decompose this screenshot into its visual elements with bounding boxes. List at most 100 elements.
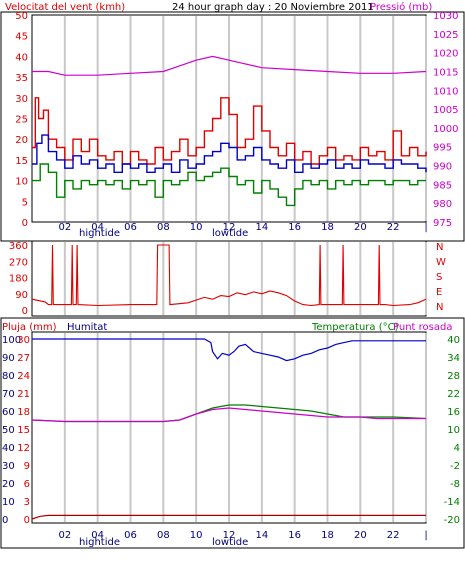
y-tick-label: 90 bbox=[15, 290, 28, 301]
y-tick-label: 0 bbox=[22, 306, 28, 317]
y2-tick-label: 40 bbox=[447, 335, 460, 346]
y-tick-label: 25 bbox=[15, 115, 28, 126]
y-tick-label: 360 bbox=[9, 241, 28, 252]
y-tick-label: 30 bbox=[2, 461, 15, 472]
series-line bbox=[32, 163, 426, 207]
x-tick-label: 04 bbox=[91, 530, 104, 541]
wind-x-ticks: 02 04 06 08 10 12 14 16 18 20 22 | bbox=[58, 222, 427, 233]
y2-tick-label: -2 bbox=[450, 461, 460, 472]
weather-panel-border bbox=[0, 317, 465, 549]
x-tick-label: 02 bbox=[58, 530, 71, 541]
y-tick-label: 5 bbox=[22, 197, 28, 208]
x-tick-label: 08 bbox=[157, 222, 170, 233]
series-line bbox=[32, 134, 427, 173]
y2-tick-label: 1000 bbox=[433, 124, 458, 135]
weather-y-ticks: 0 10 20 30 40 50 60 70 80 90 100 0 3 6 9 12 15 18 21 24 27 30 bbox=[2, 335, 30, 526]
y2-tick-label: 1020 bbox=[433, 49, 458, 60]
y2-tick-label: 980 bbox=[433, 199, 452, 210]
weather-x-ticks: 02 04 06 08 10 12 14 16 18 20 22 | bbox=[58, 530, 427, 541]
rain-tick-label: 15 bbox=[17, 425, 30, 436]
x-tick-label: | bbox=[424, 222, 427, 233]
dew-point-title: Punt rosada bbox=[393, 322, 452, 333]
y2-tick-label: 22 bbox=[447, 389, 460, 400]
rain-tick-label: 0 bbox=[24, 515, 30, 526]
weather-series bbox=[31, 338, 427, 520]
compass-label: N bbox=[436, 302, 443, 313]
y-tick-label: 45 bbox=[15, 32, 28, 43]
pressure-title: Pressió (mb) bbox=[370, 1, 432, 13]
y-tick-label: 30 bbox=[15, 94, 28, 105]
rain-tick-label: 12 bbox=[17, 443, 30, 454]
rain-tick-label: 30 bbox=[17, 335, 30, 346]
x-tick-label: 16 bbox=[288, 222, 301, 233]
y-tick-label: 90 bbox=[2, 353, 15, 364]
pressure-y-ticks: 975 980 985 990 995 1000 1005 1010 1015 1020 1025 1… bbox=[433, 11, 458, 229]
x-tick-label: 22 bbox=[387, 530, 400, 541]
y-tick-label: 20 bbox=[2, 479, 15, 490]
x-tick-label: 10 bbox=[190, 530, 203, 541]
y-tick-label: 80 bbox=[2, 371, 15, 382]
rain-title: Pluja (mm) bbox=[2, 322, 57, 333]
rain-tick-label: 9 bbox=[24, 461, 30, 472]
compass-label: W bbox=[436, 257, 446, 268]
humidity-title: Humitat bbox=[67, 322, 107, 333]
x-tick-label: 18 bbox=[321, 530, 334, 541]
y-tick-label: 60 bbox=[2, 407, 15, 418]
hightide-label-2: hightide bbox=[79, 537, 120, 548]
x-tick-label: 18 bbox=[321, 222, 334, 233]
y2-tick-label: -20 bbox=[444, 515, 460, 526]
y2-tick-label: -8 bbox=[450, 479, 460, 490]
temperature-y-ticks: -20 -14 -8 -2 4 10 16 22 28 34 40 bbox=[444, 335, 460, 526]
x-tick-label: 08 bbox=[157, 530, 170, 541]
y2-tick-label: 1005 bbox=[433, 105, 458, 116]
y2-tick-label: 985 bbox=[433, 180, 452, 191]
compass-label: S bbox=[436, 272, 442, 283]
wind-title: Velocitat del vent (kmh) bbox=[5, 2, 125, 13]
y-tick-label: 10 bbox=[2, 497, 15, 508]
y2-tick-label: 4 bbox=[454, 443, 460, 454]
y-tick-label: 70 bbox=[2, 389, 15, 400]
x-tick-label: 22 bbox=[387, 222, 400, 233]
series-line bbox=[31, 244, 427, 307]
x-tick-label: 06 bbox=[124, 530, 137, 541]
y2-tick-label: 995 bbox=[433, 143, 452, 154]
y-tick-label: 0 bbox=[2, 515, 8, 526]
x-tick-label: 02 bbox=[58, 222, 71, 233]
direction-series bbox=[31, 244, 427, 307]
direction-y-ticks: 0 90 180 270 360 bbox=[9, 241, 28, 317]
series-line bbox=[31, 514, 426, 520]
wind-y-ticks: 0 5 10 15 20 25 30 35 40 45 50 bbox=[15, 11, 28, 229]
y2-tick-label: 1015 bbox=[433, 67, 458, 78]
compass-label: N bbox=[436, 242, 443, 253]
rain-tick-label: 3 bbox=[24, 497, 30, 508]
y2-tick-label: 10 bbox=[447, 425, 460, 436]
x-tick-label: 14 bbox=[255, 530, 268, 541]
y-tick-label: 40 bbox=[2, 443, 15, 454]
y2-tick-label: 1030 bbox=[433, 11, 458, 22]
series-line bbox=[32, 97, 427, 165]
y2-tick-label: 1010 bbox=[433, 86, 458, 97]
y-tick-label: 35 bbox=[15, 73, 28, 84]
compass-label: E bbox=[436, 287, 442, 298]
x-tick-label: 12 bbox=[223, 222, 236, 233]
hightide-label-1: hightide bbox=[79, 228, 120, 239]
y-tick-label: 100 bbox=[2, 335, 21, 346]
y-tick-label: 40 bbox=[15, 52, 28, 63]
rain-tick-label: 21 bbox=[17, 389, 30, 400]
rain-tick-label: 27 bbox=[17, 353, 30, 364]
series-line bbox=[31, 407, 426, 423]
lowtide-label-1: lowtide bbox=[212, 228, 248, 239]
y-tick-label: 50 bbox=[2, 425, 15, 436]
y-tick-label: 10 bbox=[15, 177, 28, 188]
x-tick-label: 16 bbox=[288, 530, 301, 541]
series-line bbox=[32, 55, 427, 76]
rain-tick-label: 6 bbox=[24, 479, 30, 490]
wind-series bbox=[32, 55, 427, 207]
direction-grid bbox=[63, 242, 427, 315]
temperature-title: Temperatura (°C) bbox=[311, 322, 399, 333]
x-tick-label: 10 bbox=[190, 222, 203, 233]
weather-grid bbox=[63, 333, 427, 522]
lowtide-label-2: lowtide bbox=[212, 537, 248, 548]
y2-tick-label: 990 bbox=[433, 162, 452, 173]
